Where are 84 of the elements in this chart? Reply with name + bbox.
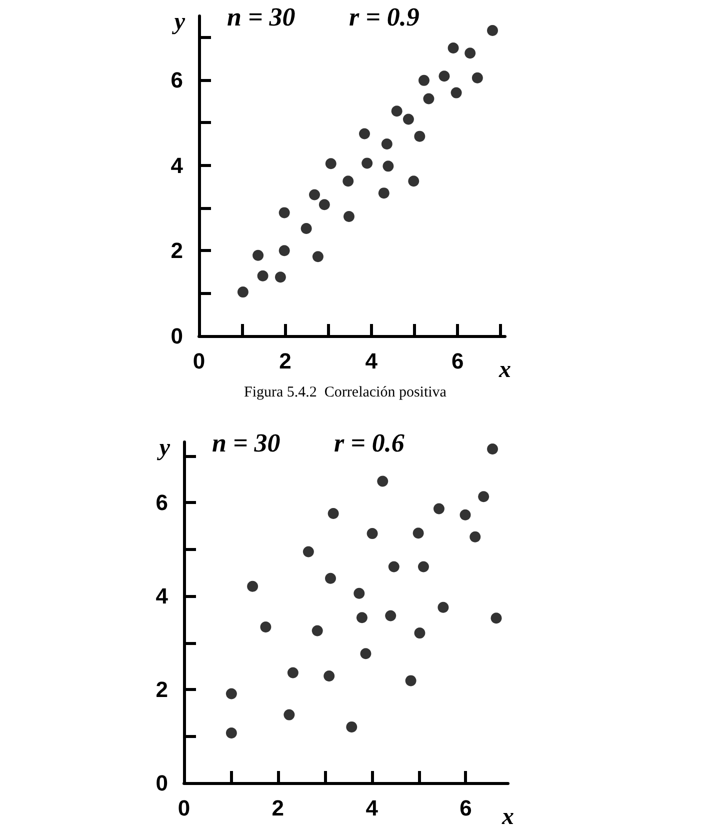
point [423, 93, 434, 104]
point [278, 245, 290, 256]
point [343, 211, 354, 222]
point [414, 130, 426, 142]
point [324, 670, 335, 682]
annotation: n = 30 [212, 428, 280, 458]
x-tick-label: 4 [365, 348, 378, 374]
x-tick-label: 2 [272, 796, 284, 820]
annotation: n = 30 [227, 2, 296, 32]
point [402, 114, 414, 125]
y-axis-title: y [156, 435, 170, 461]
point [385, 610, 396, 622]
point [252, 250, 264, 261]
y-tick-label: 4 [156, 584, 169, 609]
annotation: r = 0.9 [349, 2, 420, 32]
point [237, 286, 248, 298]
point [302, 546, 314, 558]
point [412, 528, 424, 539]
point [287, 667, 298, 678]
point [490, 612, 502, 624]
point [309, 189, 320, 200]
point [312, 625, 323, 636]
point [382, 160, 394, 172]
point [418, 74, 430, 86]
point [226, 728, 237, 739]
point [366, 528, 378, 540]
point [414, 628, 426, 639]
point [487, 25, 498, 36]
point [328, 508, 339, 519]
point [408, 176, 420, 187]
point [450, 87, 462, 98]
text: Figura 5.4.2 Correlación positiva [244, 384, 447, 400]
point [448, 42, 459, 54]
x-axis-title: x [501, 804, 514, 830]
point [362, 158, 373, 169]
point [433, 503, 444, 514]
point [356, 612, 368, 624]
point [318, 199, 330, 210]
point [381, 138, 392, 150]
x-tick-label: 0 [192, 348, 206, 374]
point [325, 158, 336, 170]
point [247, 580, 258, 592]
point [226, 688, 237, 700]
point [346, 721, 358, 732]
y-tick-label: 4 [170, 152, 184, 178]
point [391, 106, 402, 117]
point [405, 675, 416, 686]
y-tick-label: 0 [170, 324, 183, 348]
point [377, 476, 388, 487]
point [260, 621, 272, 632]
y-tick-label: 6 [170, 68, 183, 92]
point [388, 561, 400, 572]
point [438, 602, 449, 613]
point [342, 176, 354, 187]
point [464, 48, 476, 59]
point [284, 709, 295, 720]
x-tick-label: 6 [451, 348, 464, 374]
point [438, 70, 450, 82]
point [460, 509, 471, 520]
point [487, 444, 498, 455]
annotation: r = 0.6 [334, 428, 404, 458]
point [359, 128, 370, 140]
y-tick-label: 2 [170, 238, 183, 264]
point [354, 588, 365, 599]
point [378, 188, 390, 199]
y-tick-label: 6 [156, 490, 168, 516]
x-tick-label: 6 [460, 796, 472, 820]
x-tick-label: 4 [366, 796, 379, 820]
point [300, 222, 312, 234]
x-axis-title: x [498, 357, 511, 383]
point [274, 272, 286, 283]
point [360, 648, 372, 660]
point [472, 72, 483, 84]
point [312, 251, 324, 262]
y-tick-label: 0 [156, 770, 168, 796]
point [478, 491, 490, 502]
y-axis-title: y [171, 9, 186, 35]
point [325, 572, 336, 584]
point [418, 561, 429, 572]
point [470, 531, 481, 542]
x-tick-label: 2 [279, 348, 292, 374]
y-tick-label: 2 [156, 677, 168, 702]
point [257, 270, 268, 282]
point [278, 207, 290, 218]
